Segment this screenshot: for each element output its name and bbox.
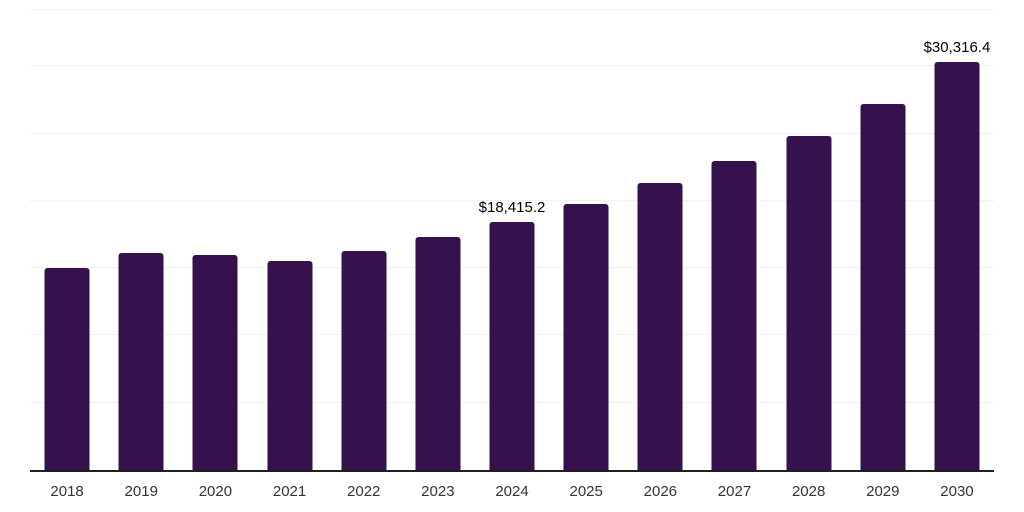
bar-2024 <box>489 222 535 470</box>
bar-2025 <box>563 203 609 470</box>
bar-slot-2025 <box>549 10 623 470</box>
gridline-25000 <box>30 132 994 134</box>
bar-slot-2029 <box>846 10 920 470</box>
x-tick-label-2024: 2024 <box>495 483 529 500</box>
bar-slot-2030: $30,316.4 <box>920 10 994 470</box>
gridline-30000 <box>30 65 994 67</box>
bar-2030 <box>934 62 980 470</box>
plot-area: $18,415.2 $30,316.4 <box>30 9 994 472</box>
bar-2027 <box>711 161 757 470</box>
x-axis-labels: 2018 2019 2020 2021 2022 2023 2024 2025 2026 2027… <box>30 483 994 500</box>
bar-2026 <box>637 183 683 470</box>
bar-2028 <box>786 136 832 470</box>
x-tick-label-2027: 2027 <box>717 483 752 500</box>
bar-2019 <box>118 253 164 470</box>
bar-slot-2018 <box>30 10 104 470</box>
x-tick-label-2023: 2023 <box>421 483 455 500</box>
bars-layer: $18,415.2 $30,316.4 <box>30 10 994 470</box>
x-tick-label-2021: 2021 <box>272 483 307 500</box>
bar-2022 <box>341 250 387 470</box>
x-tick-label-2028: 2028 <box>791 483 826 500</box>
x-tick-label-2026: 2026 <box>643 483 678 500</box>
x-tick-label-2018: 2018 <box>50 483 84 500</box>
bar-slot-2028 <box>772 10 846 470</box>
bar-slot-2020 <box>178 10 252 470</box>
x-tick-label-2019: 2019 <box>124 483 158 500</box>
bar-2020 <box>192 255 238 470</box>
bar-slot-2027 <box>697 10 771 470</box>
bar-slot-2023 <box>401 10 475 470</box>
x-tick-label-2030: 2030 <box>940 483 974 500</box>
bar-slot-2024: $18,415.2 <box>475 10 549 470</box>
bar-slot-2026 <box>623 10 697 470</box>
gridline-20000 <box>30 199 994 201</box>
bar-2023 <box>415 237 461 470</box>
bar-2029 <box>860 103 906 470</box>
bar-slot-2019 <box>104 10 178 470</box>
bar-2018 <box>44 267 90 470</box>
x-tick-label-2025: 2025 <box>569 483 603 500</box>
bar-2021 <box>267 261 313 470</box>
bar-value-label-2030: $30,316.4 <box>923 39 991 56</box>
x-tick-label-2022: 2022 <box>347 483 381 500</box>
x-tick-label-2029: 2029 <box>866 483 900 500</box>
bar-slot-2022 <box>327 10 401 470</box>
bar-value-label-2024: $18,415.2 <box>478 199 546 217</box>
bar-slot-2021 <box>252 10 326 470</box>
x-tick-label-2020: 2020 <box>198 483 233 500</box>
